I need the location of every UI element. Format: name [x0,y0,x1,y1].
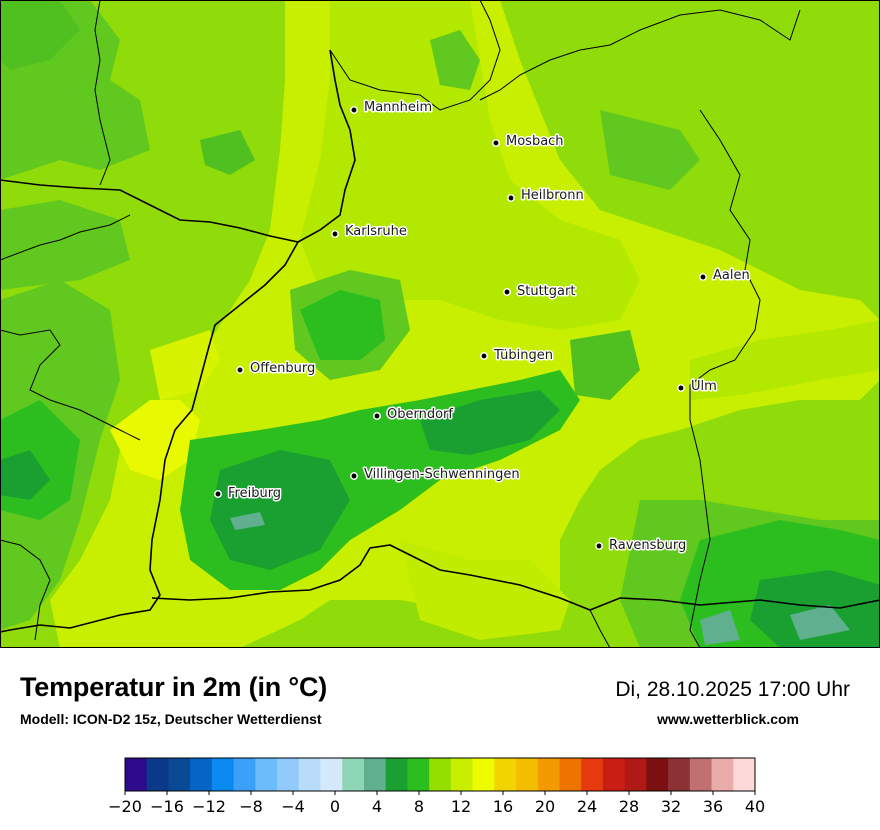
legend-swatch [494,758,517,791]
legend-tick-label: 20 [535,797,555,816]
legend-tick-label: −4 [281,797,305,816]
legend-swatch [450,758,474,791]
city-marker: Aalen [699,267,751,285]
legend-swatch [125,758,148,791]
temperature-legend: −20 −16 −12 −8 −4 0 4 8 12 16 20 24 28 32 36 40 [90,752,790,824]
legend-swatch [472,758,495,791]
city-marker: Mosbach [492,133,565,151]
legend-swatch [624,758,647,791]
city-label: Offenburg [250,361,315,376]
city-marker: Heilbronn [507,187,585,205]
legend-svg: −20 −16 −12 −8 −4 0 4 8 12 16 20 24 28 32 36 40 [108,757,765,816]
legend-swatch [516,758,539,791]
forecast-datetime: Di, 28.10.2025 17:00 Uhr [615,678,850,701]
city-marker: Stuttgart [503,283,577,301]
city-marker: Mannheim [350,99,434,117]
legend-tick-label: −8 [239,797,263,816]
legend-swatch [689,758,713,791]
region-borders [0,0,801,648]
legend-tick-label: 0 [330,797,340,816]
city-marker: Ravensburg [595,537,688,555]
legend-tick-label: 16 [493,797,513,816]
legend-swatch [407,758,430,791]
legend-tick-label: −16 [150,797,184,816]
legend-swatch [385,758,408,791]
legend-tick-label: 36 [703,797,723,816]
city-marker: Tübingen [480,347,555,365]
legend-swatch [320,758,343,791]
legend-swatch [298,758,322,791]
legend-swatch [733,758,756,791]
map-svg: Mannheim Mosbach Heilbronn Karlsruhe Aal… [0,0,880,648]
legend-tick-label: 24 [577,797,597,816]
city-marker: Ulm [677,378,718,396]
legend-swatch [211,758,235,791]
legend-swatch [146,758,169,791]
city-label: Freiburg [228,486,281,501]
legend-swatch [537,758,560,791]
city-label: Karlsruhe [345,224,407,239]
legend-tick-label: 32 [661,797,681,816]
legend-swatch [559,758,582,791]
legend-swatch [233,758,256,791]
legend-swatch [363,758,387,791]
legend-swatch [277,758,300,791]
country-borders [0,49,880,633]
legend-swatch [668,758,691,791]
temperature-map: Mannheim Mosbach Heilbronn Karlsruhe Aal… [0,0,880,648]
city-marker: Oberndorf [373,406,455,424]
model-source: Modell: ICON-D2 15z, Deutscher Wetterdie… [20,711,322,727]
city-marker: Karlsruhe [331,223,408,241]
city-label: Mosbach [506,134,564,149]
city-label: Stuttgart [517,284,575,299]
legend-tick-label: 4 [372,797,382,816]
legend-tick-label: 12 [451,797,471,816]
footer: Temperatur in 2m (in °C) Modell: ICON-D2… [0,648,880,830]
city-label: Heilbronn [521,188,584,203]
legend-tick-label: 28 [619,797,639,816]
legend-tick-label: −12 [192,797,226,816]
city-marker: Offenburg [236,360,317,378]
city-label: Tübingen [493,348,553,363]
website-link[interactable]: www.wetterblick.com [657,711,799,727]
city-label: Ravensburg [609,538,686,553]
city-label: Oberndorf [387,407,453,422]
city-label: Villingen-Schwenningen [364,467,520,482]
city-marker: Freiburg [214,485,283,503]
city-label: Mannheim [364,100,432,115]
map-title: Temperatur in 2m (in °C) [20,672,328,702]
city-label: Aalen [713,268,750,283]
legend-swatch [342,758,365,791]
legend-tick-label: 40 [745,797,765,816]
legend-swatch [581,758,604,791]
legend-swatch [255,758,278,791]
legend-swatch [429,758,452,791]
legend-swatch [711,758,734,791]
city-marker: Villingen-Schwenningen [350,466,521,484]
legend-tick-label: −20 [108,797,142,816]
legend-swatch [646,758,669,791]
city-markers: Mannheim Mosbach Heilbronn Karlsruhe Aal… [214,99,751,555]
legend-swatch [602,758,626,791]
legend-tick-label: 8 [414,797,424,816]
cool-temperature-areas [0,0,880,648]
city-label: Ulm [691,379,717,394]
legend-frame [124,757,756,792]
legend-swatch [190,758,213,791]
legend-swatch [168,758,191,791]
